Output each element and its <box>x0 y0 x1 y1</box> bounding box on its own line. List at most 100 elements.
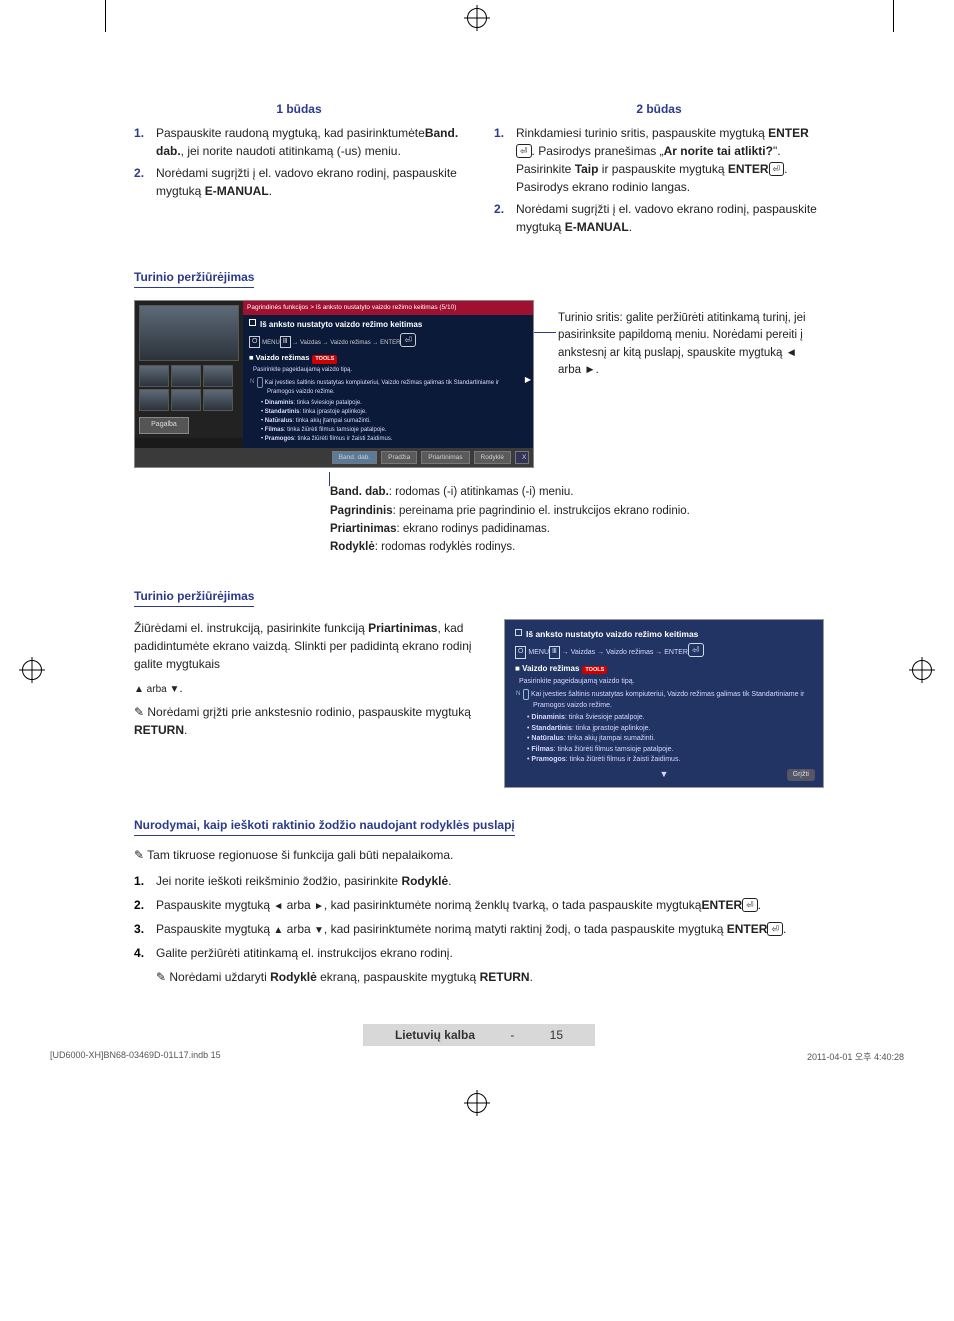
thumb <box>171 365 201 387</box>
shot1-bullet: • Standartinis: tinka įprastoje aplinkoj… <box>261 408 527 417</box>
thumb <box>203 365 233 387</box>
method-2-step-1: Rinkdamiesi turinio sritis, paspauskite … <box>494 124 824 196</box>
shot2-path: O MENUⅢ → Vaizdas → Vaizdo režimas → ENT… <box>515 643 813 659</box>
callout-text: Turinio sritis: galite peržiūrėti atitin… <box>558 310 818 379</box>
nav-close-button[interactable]: X <box>515 451 529 465</box>
menu-ui-icon: Ⅲ <box>280 336 291 349</box>
legend-row: Pagrindinis: pereinama prie pagrindinio … <box>330 503 824 520</box>
method-1-title: 1 būdas <box>134 100 464 118</box>
return-pill[interactable]: Grįžti <box>787 769 815 782</box>
method-2-step-2: Norėdami sugrįžti į el. vadovo ekrano ro… <box>494 200 824 236</box>
shot2-bullet: • Natūralus: tinka akių įtampai sumažint… <box>527 734 813 745</box>
play-arrow-icon: ▶ <box>525 374 531 386</box>
nav-index-button[interactable]: Rodyklė <box>474 451 511 465</box>
triangle-right-icon: ► <box>314 899 324 914</box>
enter-icon: ⏎ <box>400 333 416 347</box>
shot2-title: Iš anksto nustatyto vaizdo režimo keitim… <box>515 628 813 641</box>
section-2-text: Žiūrėdami el. instrukciją, pasirinkite f… <box>134 619 480 745</box>
thumb <box>203 389 233 411</box>
shot2-note: N Kai įvesties šaltinis nustatytas kompi… <box>523 689 813 711</box>
shot1-nav-bar: Band. dab. Pradžia Priartinimas Rodyklė … <box>135 448 533 468</box>
thumb <box>171 389 201 411</box>
method-2-list: Rinkdamiesi turinio sritis, paspauskite … <box>494 124 824 236</box>
section-3-steps: Jei norite ieškoti reikšminio žodžio, pa… <box>134 872 824 962</box>
section-3-note-2: Norėdami uždaryti Rodyklė ekraną, paspau… <box>156 968 824 986</box>
shot1-bullet: • Natūralus: tinka akių įtampai sumažint… <box>261 417 527 426</box>
crop-mark <box>893 0 894 32</box>
enter-icon: ⏎ <box>767 922 783 936</box>
triangle-up-icon: ▲ <box>273 923 283 938</box>
nav-zoom-button[interactable]: Priartinimas <box>421 451 469 465</box>
shot1-path: O MENUⅢ → Vaizdas → Vaizdo režimas → ENT… <box>249 333 527 349</box>
enter-icon: ⏎ <box>516 144 532 158</box>
help-button[interactable]: Pagalba <box>139 417 189 434</box>
shot1-note: N Kai įvesties šaltinis nustatytas kompi… <box>257 377 527 397</box>
note-icon: N <box>257 377 263 388</box>
square-icon <box>515 629 522 636</box>
section-3-heading: Nurodymai, kaip ieškoti raktinio žodžio … <box>134 816 515 836</box>
breadcrumb: Pagrindinės funkcijos > Iš anksto nustat… <box>243 301 533 315</box>
print-footer: [UD6000-XH]BN68-03469D-01L17.indb 15 201… <box>0 1044 954 1063</box>
registration-mark-bottom <box>467 1093 487 1113</box>
triangle-down-icon: ▼ <box>314 923 324 938</box>
screenshot-2: Iš anksto nustatyto vaizdo režimo keitim… <box>504 619 824 788</box>
registration-mark-top <box>467 8 487 28</box>
callout-line <box>534 332 556 333</box>
legend-row: Rodyklė: rodomas rodyklės rodinys. <box>330 539 824 556</box>
shot1-title: Iš anksto nustatyto vaizdo režimo keitim… <box>249 319 527 331</box>
shot2-bullet: • Pramogos: tinka žiūrėti filmus ir žais… <box>527 755 813 766</box>
method-1-col: 1 būdas Paspauskite raudoną mygtuką, kad… <box>134 100 464 240</box>
enter-icon: ⏎ <box>742 898 758 912</box>
step-1: Jei norite ieškoti reikšminio žodžio, pa… <box>134 872 824 890</box>
shot2-subtitle: Pasirinkite pageidaujamą vaizdo tipą. <box>519 677 813 688</box>
enter-icon: ⏎ <box>769 162 785 176</box>
nav-home-button[interactable]: Pradžia <box>381 451 417 465</box>
legend-row: Band. dab.: rodomas (-i) atitinkamas (-i… <box>330 484 824 501</box>
shot1-thumb-row <box>139 365 239 411</box>
footer-left: [UD6000-XH]BN68-03469D-01L17.indb 15 <box>50 1050 221 1063</box>
step-3: Paspauskite mygtuką ▲ arba ▼, kad pasiri… <box>134 920 824 938</box>
registration-mark-right <box>912 660 932 680</box>
shot1-bullet: • Filmas: tinka žiūrėti filmus tamsioje … <box>261 426 527 435</box>
method-1-step-1: Paspauskite raudoną mygtuką, kad pasirin… <box>134 124 464 160</box>
enter-icon: ⏎ <box>688 643 704 657</box>
crop-mark <box>105 0 106 32</box>
footer-right: 2011-04-01 오후 4:40:28 <box>807 1050 904 1063</box>
registration-mark-left <box>22 660 42 680</box>
method-2-col: 2 būdas Rinkdamiesi turinio sritis, pasp… <box>494 100 824 240</box>
step-2: Paspauskite mygtuką ◄ arba ►, kad pasiri… <box>134 896 824 914</box>
tools-badge: TOOLS <box>582 666 607 674</box>
legend-connector <box>329 472 330 486</box>
shot1-bullet: • Pramogos: tinka žiūrėti filmus ir žais… <box>261 435 527 444</box>
shot1-content: Pagrindinės funkcijos > Iš anksto nustat… <box>243 301 533 448</box>
thumb <box>139 389 169 411</box>
menu-icon: O <box>515 646 526 659</box>
shot2-bullet: • Filmas: tinka žiūrėti filmus tamsioje … <box>527 745 813 756</box>
square-icon <box>249 319 256 326</box>
menu-ui-icon: Ⅲ <box>549 646 560 659</box>
shot1-sidebar: Pagalba <box>135 301 243 438</box>
method-1-step-2: Norėdami sugrįžti į el. vadovo ekrano ro… <box>134 164 464 200</box>
shot1-bullet: • Dinaminis: tinka šviesioje patalpoje. <box>261 399 527 408</box>
tools-badge: TOOLS <box>312 355 337 363</box>
shot1-main-thumb <box>139 305 239 361</box>
thumb <box>139 365 169 387</box>
shot2-section: ■ Vaizdo režimasTOOLS <box>515 663 813 675</box>
shot1-section: ■ Vaizdo režimasTOOLS <box>249 352 527 363</box>
section-1-heading: Turinio peržiūrėjimas <box>134 268 254 288</box>
legend-block: Band. dab.: rodomas (-i) atitinkamas (-i… <box>330 484 824 556</box>
note-icon: N <box>523 689 529 700</box>
shot2-bullet: • Dinaminis: tinka šviesioje patalpoje. <box>527 713 813 724</box>
method-1-list: Paspauskite raudoną mygtuką, kad pasirin… <box>134 124 464 200</box>
triangle-up-icon: ▲ arba ▼ <box>134 682 179 697</box>
shot2-bullet: • Standartinis: tinka įprastoje aplinkoj… <box>527 724 813 735</box>
methods-row: 1 būdas Paspauskite raudoną mygtuką, kad… <box>134 100 824 240</box>
section-3-note: Tam tikruose regionuose ši funkcija gali… <box>134 846 824 864</box>
section-2-heading: Turinio peržiūrėjimas <box>134 587 254 607</box>
shot1-subtitle: Pasirinkite pageidaujamą vaizdo tipą. <box>253 366 527 375</box>
scroll-down-icon: ▼ <box>515 768 813 782</box>
note-row: Norėdami grįžti prie ankstesnio rodinio,… <box>134 703 480 739</box>
method-2-title: 2 būdas <box>494 100 824 118</box>
menu-icon: O <box>249 336 260 349</box>
nav-band-dab-button[interactable]: Band. dab. <box>332 451 377 465</box>
